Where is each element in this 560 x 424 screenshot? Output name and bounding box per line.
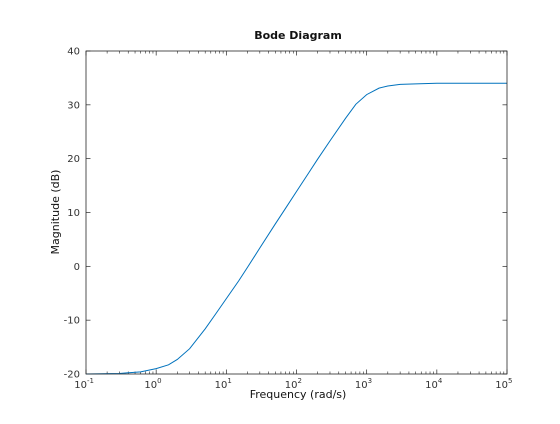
axes-box	[85, 50, 508, 375]
x-tick-label-exponent: 1	[227, 377, 231, 385]
x-tick-label-exponent: 5	[508, 377, 512, 385]
x-tick-label-exponent: 0	[157, 377, 161, 385]
x-tick-label-exponent: 3	[368, 377, 372, 385]
y-tick-label: 40	[67, 47, 80, 58]
x-tick-label-exponent: -1	[87, 377, 94, 385]
x-tick-label-base: 10	[144, 380, 157, 391]
x-tick-labels: 10 -1 10 0 10 1 10 2 10 3 10 4 10 5	[74, 377, 512, 391]
y-tick-label: 0	[74, 262, 80, 273]
y-tick-label: 20	[67, 154, 80, 165]
x-tick-label-base: 10	[215, 380, 228, 391]
chart-title: Bode Diagram	[254, 29, 342, 42]
x-tick-label-base: 10	[355, 380, 368, 391]
x-tick-label-base: 10	[285, 380, 298, 391]
x-axis-title: Frequency (rad/s)	[250, 388, 347, 401]
x-tick-label-base: 10	[74, 380, 87, 391]
x-tick-label-exponent: 4	[438, 377, 443, 385]
plot-area	[86, 51, 507, 374]
y-tick-label: 30	[67, 100, 80, 111]
y-tick-label: -20	[64, 370, 80, 381]
y-tick-label: 10	[67, 208, 80, 219]
y-tick-labels: 40 30 20 10 0 -10 -20	[64, 47, 80, 381]
x-tick-label-exponent: 2	[298, 377, 302, 385]
magnitude-line	[85, 82, 507, 375]
y-tick-label: -10	[64, 316, 80, 327]
x-tick-label-base: 10	[495, 380, 508, 391]
x-tick-label-base: 10	[425, 380, 438, 391]
y-axis-title: Magnitude (dB)	[49, 170, 62, 255]
major-ticks	[85, 50, 508, 375]
